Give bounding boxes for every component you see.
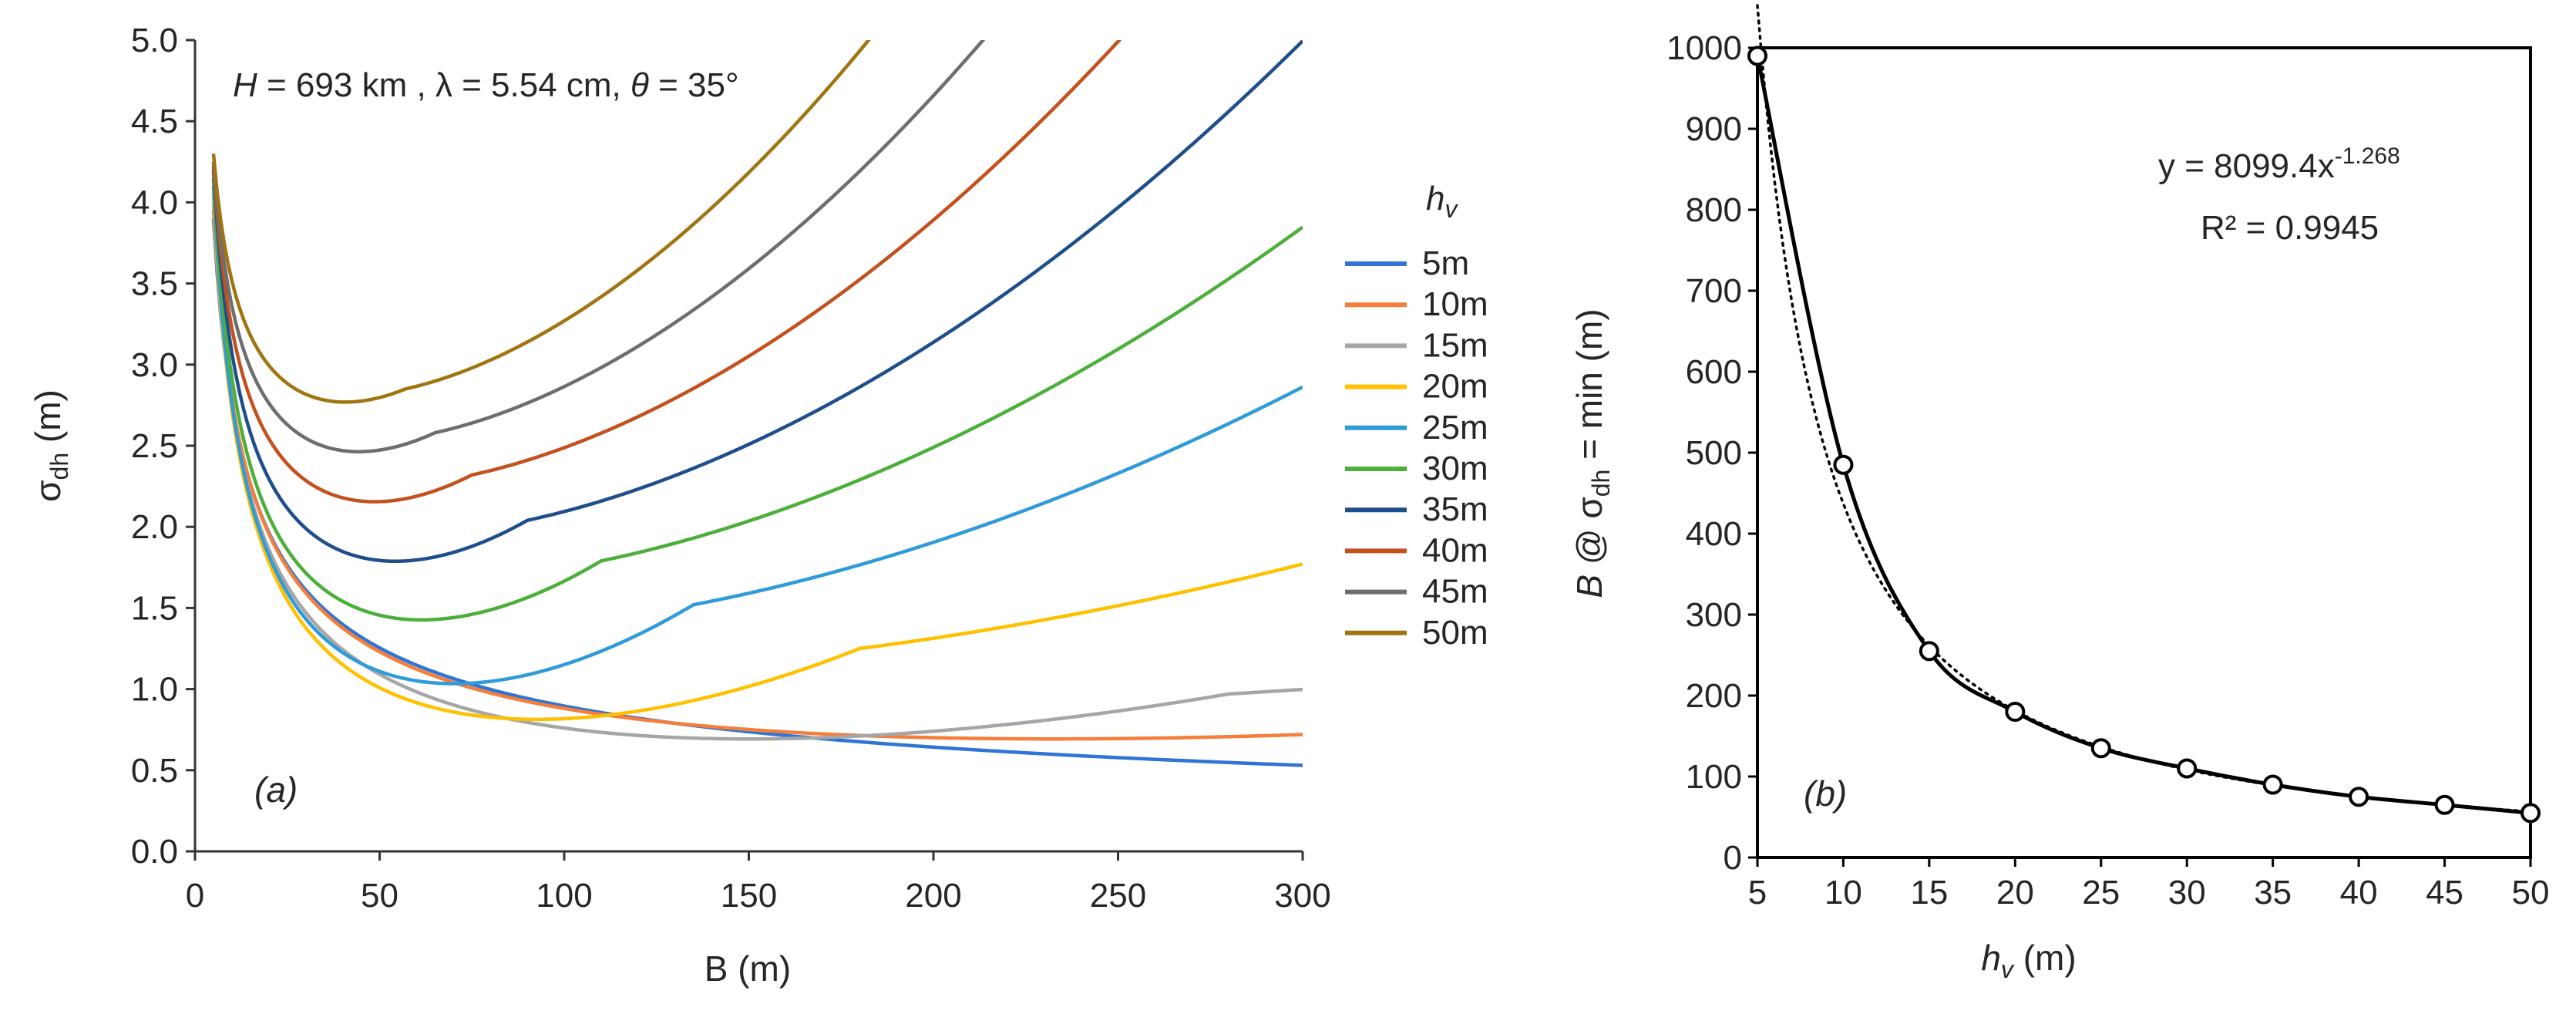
chart-b-y-tick-label: 700 [1686,272,1742,310]
chart-a-legend-label-25m: 25m [1422,409,1488,446]
chart-b-data-point-10 [1833,454,1854,475]
chart-a-tick-labels: 0 50 100 150 200 250 300 0.0 0.5 1.0 1.5 2.0 2.5 3.0 3… [131,22,1331,915]
chart-b-data-line [1755,55,2531,815]
chart-b-x-tick-label: 10 [1824,874,1862,911]
chart-a-series-line-35m [211,40,1303,564]
chart-b-y-tick-label: 800 [1686,191,1742,229]
chart-b-x-tick-label: 40 [2340,874,2378,911]
chart-b-x-tick-label: 5 [1748,874,1767,911]
chart-b-tick-labels: 5 10 15 20 25 30 35 40 45 50010020030040050060070… [1666,29,2549,911]
chart-b-y-tick-label: 600 [1686,353,1742,391]
chart-b-fit-r2: R² = 0.9945 [2201,209,2379,247]
chart-a-x-tick-label: 200 [905,877,961,915]
chart-a-x-axis-label: B (m) [705,949,791,989]
chart-a-legend-label-35m: 35m [1422,490,1488,528]
chart-a-annotation: H = 693 km , λ = 5.54 cm, θ = 35° [233,66,739,104]
chart-a-legend-label-5m: 5m [1422,244,1469,282]
chart-b-data-point-50 [2521,803,2541,824]
chart-a-series-line-50m [211,40,871,404]
chart-b-y-tick-label: 1000 [1666,29,1742,67]
chart-b-series-group [1747,4,2541,824]
chart-b-y-tick-label: 200 [1686,677,1742,715]
chart-a-y-tick-label: 4.5 [131,103,178,140]
chart-a-y-tick-label: 2.0 [131,508,178,546]
chart-a-series-line-20m [211,194,1303,722]
chart-a-y-tick-label: 3.5 [131,265,178,303]
chart-b-axes [1756,46,2532,859]
chart-a-legend-label-20m: 20m [1422,368,1488,406]
chart-a-y-tick-label: 0.5 [131,752,178,790]
chart-b-data-point-45 [2434,794,2455,815]
chart-a-legend-title: hv [1426,180,1458,223]
chart-a-y-tick-label: 4.0 [131,184,178,221]
chart-a-y-tick-label: 1.5 [131,589,178,627]
chart-a-y-tick-label: 2.5 [131,427,178,465]
chart-b-data-point-25 [2090,738,2111,759]
chart-a-x-tick-label: 0 [186,877,204,915]
chart-a-legend-label-50m: 50m [1422,614,1488,652]
chart-b-data-point-15 [1919,641,1939,662]
chart-b-y-tick-label: 500 [1686,434,1742,472]
chart-a-series-line-5m [211,218,1303,767]
chart-b-data-point-40 [2349,787,2369,807]
chart-b-fit-line [1756,4,2532,814]
chart-b-fit-equation: y = 8099.4x-1.268 [2158,143,2400,185]
chart-a-series-line-30m [211,177,1303,622]
chart-b-x-tick-label: 20 [1996,874,2034,911]
chart-a-legend-label-10m: 10m [1422,285,1488,323]
chart-a-series-line-15m [211,202,1303,741]
chart-a-x-tick-label: 150 [721,877,777,915]
chart-b-data-point-30 [2177,758,2198,779]
chart-b-y-tick-label: 300 [1686,596,1742,634]
chart-b-x-tick-label: 50 [2512,874,2550,911]
chart-a-series-line-40m [211,40,1122,504]
chart-a-y-tick-label: 1.0 [131,671,178,709]
chart-a-legend-label-40m: 40m [1422,531,1488,569]
chart-a-x-tick-label: 250 [1090,877,1146,915]
chart-b-x-tick-label: 25 [2082,874,2120,911]
chart-b-y-tick-label: 900 [1686,110,1742,148]
chart-a-x-tick-label: 50 [361,877,399,915]
chart-b-data-point-5 [1747,45,1767,66]
chart-b-y-tick-label: 0 [1723,839,1742,877]
chart-a-legend-label-30m: 30m [1422,450,1488,487]
chart-a-panel-label: (a) [254,770,298,810]
chart-a: 0 50 100 150 200 250 300 0.0 0.5 1.0 1.5 2.0 2.5 3.0 3… [28,22,1488,989]
chart-b-x-axis-label: hv (m) [1981,938,2076,983]
chart-a-series-line-25m [211,186,1303,686]
chart-a-y-tick-label: 0.0 [131,833,178,871]
chart-a-y-tick-label: 3.0 [131,346,178,384]
chart-b-data-point-35 [2262,774,2283,795]
chart-b-x-tick-label: 30 [2168,874,2206,911]
chart-b: 5 10 15 20 25 30 35 40 45 50010020030040050060070… [1569,4,2549,983]
chart-a-y-tick-label: 5.0 [131,22,178,59]
chart-a-x-tick-label: 300 [1274,877,1330,915]
chart-b-y-tick-label: 400 [1686,515,1742,553]
chart-a-x-tick-label: 100 [536,877,592,915]
chart-b-panel-label: (b) [1804,773,1847,814]
chart-a-series-line-10m [211,210,1303,741]
chart-a-y-axis-label: σdh (m) [28,389,73,502]
chart-b-x-tick-label: 35 [2254,874,2292,911]
chart-b-x-tick-label: 45 [2426,874,2463,911]
chart-b-y-tick-label: 100 [1686,758,1742,796]
chart-b-plot-frame [1756,46,2532,859]
chart-a-series-group [211,40,1303,767]
chart-b-y-axis-label: B @ σdh = min (m) [1569,308,1615,598]
chart-a-series-line-45m [211,40,986,453]
chart-a-legend-label-45m: 45m [1422,573,1488,611]
chart-b-data-point-20 [2005,702,2026,722]
chart-a-legend-label-15m: 15m [1422,326,1488,364]
chart-b-x-tick-label: 15 [1910,874,1948,911]
